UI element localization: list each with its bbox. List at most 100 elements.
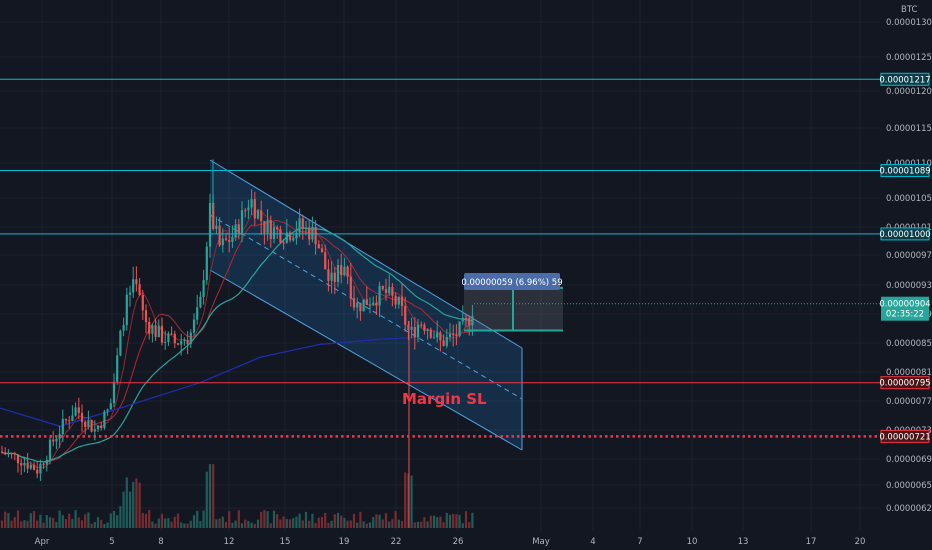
candle-body [464, 317, 468, 319]
candle-body [176, 343, 180, 345]
candle-body [74, 407, 77, 416]
candle-body [368, 304, 372, 306]
volume-bar [263, 510, 266, 528]
descending-channel[interactable] [209, 159, 523, 451]
candle-body [346, 266, 349, 277]
volume-bar [36, 520, 39, 528]
volume-bar [106, 522, 109, 528]
volume-bar [282, 516, 285, 528]
volume-bar [240, 523, 244, 528]
candle-body [58, 434, 61, 439]
candle-body [192, 319, 196, 333]
candle-body [77, 407, 80, 413]
candle-body [330, 272, 333, 281]
candle-body [186, 340, 189, 344]
volume-bar [4, 511, 7, 528]
candle-body [359, 302, 362, 312]
time-tick-label: 7 [637, 537, 642, 547]
volume-bar [180, 522, 183, 528]
volume-bar [157, 518, 160, 528]
volume-bar [436, 516, 439, 528]
volume-bar [218, 518, 221, 528]
moving-average-line [1, 227, 473, 463]
volume-bar [336, 512, 340, 528]
volume-bar [250, 522, 253, 528]
candle-body [375, 302, 378, 306]
candle-body [256, 210, 260, 219]
volume-bar [148, 510, 151, 528]
candle-body [0, 451, 4, 453]
level-price-tag [880, 429, 930, 443]
volume-bar [231, 522, 234, 528]
volume-bar [368, 522, 372, 528]
candle-body [404, 306, 407, 325]
volume-bar [23, 520, 26, 528]
candle-body [349, 276, 352, 299]
candle-body [317, 244, 320, 249]
countdown-text: 02:35:22 [886, 310, 924, 320]
time-axis[interactable]: Apr 5 8 12 15 19 22 26 May 4 7 10 13 17 20 [0, 530, 932, 550]
candle-body [436, 332, 439, 338]
volume-bar [132, 481, 135, 528]
candle-body [135, 279, 138, 285]
candle-body [260, 210, 263, 222]
candle-body [471, 315, 474, 326]
volume-bar [71, 518, 74, 528]
candle-body [311, 226, 314, 240]
candle-body [298, 218, 301, 233]
candle-body [183, 340, 186, 342]
candle-body [413, 326, 416, 338]
candle-body [455, 335, 458, 337]
volume-bar [423, 517, 426, 528]
level-price-text: 0.00001217 [879, 75, 930, 85]
price-axis[interactable]: BTC 0.000013000.000012500.000012000.0000… [879, 0, 932, 530]
candle-body [285, 232, 288, 243]
volume-bar [394, 511, 397, 528]
candle-body [452, 334, 455, 336]
volume-bar [215, 519, 218, 528]
candle-body [84, 421, 87, 427]
candle-body [154, 325, 157, 338]
candle-body [10, 453, 13, 455]
moving-average-line [1, 208, 473, 469]
volume-bar [442, 522, 445, 528]
candle-body [116, 355, 119, 382]
volume-bar [452, 513, 455, 528]
candle-body [439, 332, 442, 341]
price-tick-label: 0.00000625 [886, 504, 932, 514]
volume-bar [343, 517, 346, 528]
volume-bar [32, 511, 36, 528]
horizontal-levels[interactable] [0, 78, 880, 438]
volume-bar [16, 510, 20, 528]
candle-body [272, 227, 276, 240]
level-price-tag [880, 164, 930, 178]
candle-body [237, 224, 240, 235]
level-price-text: 0.00001000 [879, 230, 930, 240]
candle-body [196, 307, 199, 320]
channel-lower-line [209, 269, 523, 451]
candle-body [26, 462, 29, 469]
candle-body [164, 341, 167, 343]
volume-bar [288, 519, 292, 528]
candle-body [269, 220, 272, 240]
time-tick-label: 19 [339, 537, 350, 547]
volume-bar [74, 510, 77, 528]
candle-body [103, 411, 106, 428]
time-axis-background [0, 530, 932, 550]
volume-bar [260, 511, 263, 528]
candle-body [381, 285, 384, 290]
candle-body [55, 438, 58, 442]
volume-bar [90, 523, 93, 528]
moving-average-line [1, 219, 473, 463]
candle-body [157, 325, 160, 338]
price-range-tool[interactable]: 0.00000059 (6.96%) 59 [461, 273, 563, 332]
candle-body [109, 403, 112, 410]
candle-body [356, 302, 359, 308]
candle-body [429, 329, 432, 338]
candle-body [391, 286, 394, 296]
candle-body [100, 425, 103, 428]
